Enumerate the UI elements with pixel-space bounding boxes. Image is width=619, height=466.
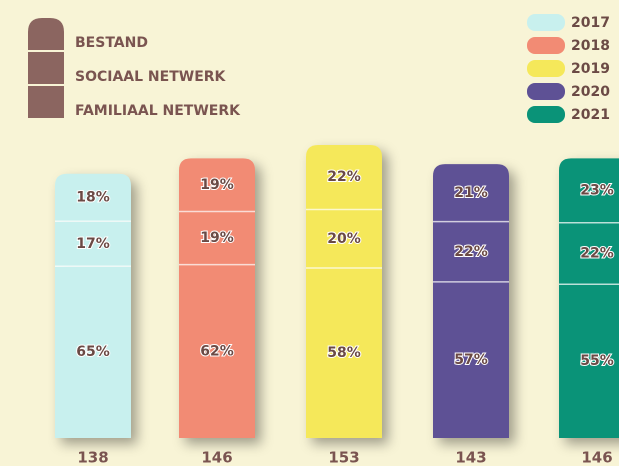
year-swatch [527,60,565,77]
data-label: 58% [327,345,361,361]
year-swatch [527,14,565,31]
data-label: 19% [200,177,234,193]
data-label: 65% [76,344,110,360]
year-swatch [527,106,565,123]
legend-swatch [28,18,64,50]
bar-segment [179,264,255,438]
total-label: 153 [328,449,359,466]
legend-label: SOCIAAL NETWERK [75,69,227,85]
bar-segment [433,221,509,282]
bar-segment [55,221,131,267]
legend-label: BESTAND [75,35,148,51]
data-label: 22% [454,244,488,260]
year-swatch [527,83,565,100]
year-label: 2021 [571,107,610,123]
year-label: 2018 [571,38,610,54]
data-label: 22% [327,169,361,185]
bar-segment [306,268,382,438]
year-label: 2020 [571,84,610,100]
data-label: 20% [327,231,361,247]
year-label: 2017 [571,15,610,31]
bar-segment [559,158,619,223]
legend-swatch [28,86,64,118]
bar-segment [433,281,509,438]
data-label: 19% [200,230,234,246]
data-label: 23% [580,183,614,199]
total-label: 143 [455,449,486,466]
total-label: 138 [77,449,108,466]
year-label: 2019 [571,61,610,77]
data-label: 22% [580,245,614,261]
legend-swatch [28,52,64,84]
year-swatch [527,37,565,54]
bar-segment [55,173,131,222]
bar-segment [55,266,131,438]
bar [433,164,509,438]
bar-segment [559,222,619,285]
total-label: 146 [201,449,232,466]
data-label: 57% [454,352,488,368]
bar [559,158,619,438]
bar [179,158,255,438]
bar-segment [179,211,255,265]
data-label: 55% [580,353,614,369]
total-label: 146 [581,449,612,466]
bar-segment [559,284,619,438]
bar-segment [433,164,509,222]
data-label: 62% [200,343,234,359]
data-label: 17% [76,236,110,252]
bar-segment [306,209,382,269]
data-label: 21% [454,185,488,201]
legend-label: FAMILIAAL NETWERK [75,103,241,119]
bar [306,145,382,438]
bar-segment [306,145,382,210]
bar-segment [179,158,255,212]
bar [55,173,131,438]
data-label: 18% [76,190,110,206]
